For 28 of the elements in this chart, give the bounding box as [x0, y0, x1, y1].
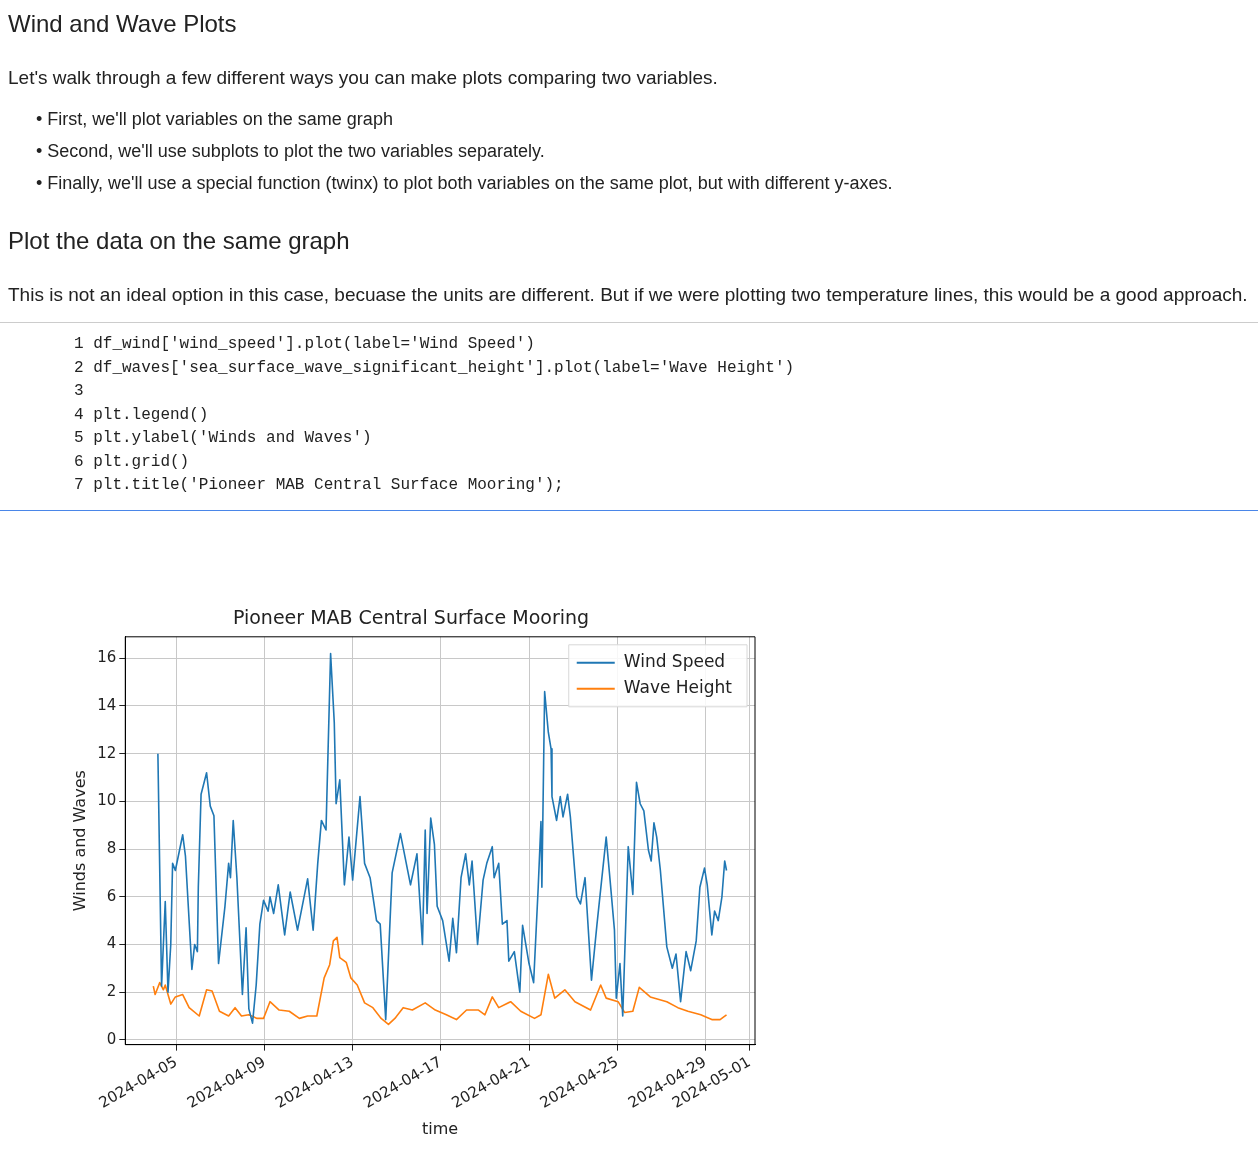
text: Wind and Wave Plots	[8, 10, 238, 38]
x-axis-title: time	[422, 1118, 459, 1138]
text: 7 plt.title('Pioneer MAB Central Surface Mooring');	[73, 475, 565, 496]
text: • Finally, we'll use a special function (twinx) to plot both variables on the same plot, but with different y-axes.	[36, 172, 894, 195]
text: 3	[73, 381, 85, 402]
y-tick-label: 16	[97, 648, 117, 667]
y-tick-label: 10	[97, 791, 117, 810]
text: 1 df_wind['wind_speed'].plot(label='Wind Speed')	[73, 334, 536, 355]
y-tick-label: 14	[97, 695, 117, 714]
text: 4 plt.legend()	[73, 404, 210, 426]
text: 6 plt.grid()	[73, 451, 191, 473]
y-tick-label: 0	[106, 1029, 117, 1048]
legend-label: Wave Height	[623, 677, 733, 698]
legend-label: Wind Speed	[623, 651, 726, 672]
text: Plot the data on the same graph	[8, 227, 351, 255]
text: 2 df_waves['sea_surface_wave_significant_height'].plot(label='Wave Height')	[73, 357, 796, 379]
text: Let's walk through a few different ways you can make plots comparing two variables.	[8, 66, 719, 90]
text: This is not an ideal option in this case, becuase the units are different. But if we were plotting two temperature lines, this would be a good approach.	[8, 283, 1249, 307]
y-tick-label: 4	[106, 934, 117, 953]
text: • First, we'll plot variables on the same graph	[36, 108, 394, 131]
y-tick-label: 6	[106, 886, 117, 905]
y-tick-label: 12	[97, 743, 117, 762]
chart-title: Pioneer MAB Central Surface Mooring	[232, 606, 590, 629]
y-tick-label: 2	[106, 982, 117, 1001]
text: • Second, we'll use subplots to plot the two variables separately.	[36, 140, 546, 163]
y-tick-label: 8	[106, 838, 117, 857]
y-axis-title: Winds and Waves	[69, 770, 89, 912]
text: 5 plt.ylabel('Winds and Waves')	[73, 428, 373, 449]
